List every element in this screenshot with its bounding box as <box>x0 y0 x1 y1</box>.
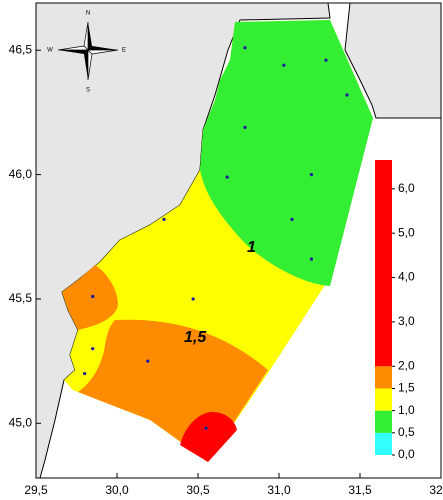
station <box>146 359 150 363</box>
x-tick-label: 30,0 <box>105 483 129 497</box>
x-tick-label: 31,0 <box>267 483 291 497</box>
compass-label: E <box>122 48 126 54</box>
station <box>309 172 313 177</box>
station <box>324 58 328 62</box>
colorbar-label: 5,0 <box>398 225 415 239</box>
colorbar-band <box>375 410 392 433</box>
x-tick-label: 31,5 <box>348 483 372 497</box>
colorbar-label: 3,0 <box>398 314 415 328</box>
colorbar-band <box>375 388 392 411</box>
station <box>191 297 195 301</box>
station <box>290 217 294 221</box>
colorbar-label: 6,0 <box>398 181 415 195</box>
colorbar-label: 2,0 <box>398 358 415 372</box>
colorbar-label: 1,0 <box>398 403 415 417</box>
colorbar-label: 0,5 <box>398 425 415 439</box>
colorbar-band <box>375 160 392 367</box>
field-orange <box>62 265 118 330</box>
field-green <box>200 20 373 286</box>
station <box>225 175 229 179</box>
x-tick-label: 29,5 <box>24 483 48 497</box>
station <box>162 217 166 221</box>
station <box>91 347 95 351</box>
station <box>309 257 313 261</box>
y-tick-label: 46,5 <box>9 42 33 56</box>
x-tick-label: 32,0 <box>429 483 443 497</box>
station <box>91 294 95 299</box>
compass-label: N <box>86 11 90 17</box>
contour-label: 1,5 <box>184 329 207 346</box>
compass: N S W E <box>47 11 126 94</box>
compass-label: W <box>47 48 53 54</box>
station <box>204 426 208 430</box>
colorbar-label: 4,0 <box>398 270 415 284</box>
colorbar-label: 0,0 <box>398 447 415 461</box>
station <box>243 125 247 129</box>
colorbar-label: 1,5 <box>398 381 415 395</box>
frame <box>35 2 442 479</box>
x-tick-label: 30,5 <box>186 483 210 497</box>
y-tick-label: 45,0 <box>9 415 33 429</box>
colorbar-band <box>375 366 392 389</box>
contour-label: 1 <box>247 239 256 256</box>
station <box>345 93 349 97</box>
station <box>243 46 247 50</box>
station <box>282 63 286 67</box>
y-tick-label: 46,0 <box>9 167 33 181</box>
y-tick-label: 45,5 <box>9 291 33 305</box>
compass-label: S <box>86 88 90 94</box>
field-red <box>180 412 237 462</box>
colorbar-band <box>375 432 392 455</box>
station <box>83 371 87 376</box>
